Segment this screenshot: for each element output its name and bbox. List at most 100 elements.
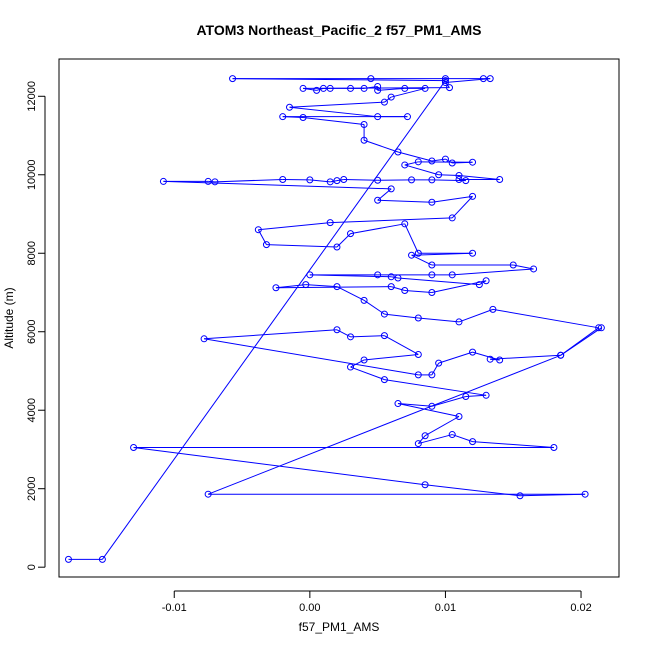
series-segment xyxy=(350,335,385,338)
data-point xyxy=(229,75,237,83)
data-point xyxy=(509,261,517,269)
data-point xyxy=(374,176,382,184)
data-point xyxy=(306,271,314,279)
data-point xyxy=(469,158,477,166)
data-point xyxy=(595,324,603,332)
data-point xyxy=(455,318,463,326)
series-segment xyxy=(214,178,283,183)
series-segment xyxy=(204,329,337,340)
series-segment xyxy=(458,175,500,180)
series-segment xyxy=(397,403,460,417)
data-point xyxy=(469,192,477,200)
series-segment xyxy=(431,362,440,376)
series-segment xyxy=(364,353,419,361)
data-point xyxy=(387,273,395,281)
data-point xyxy=(428,288,436,296)
series-segment xyxy=(163,180,392,190)
x-tick-label: 0.00 xyxy=(299,602,320,614)
series-segment xyxy=(492,308,599,329)
data-point xyxy=(360,296,368,304)
series-segment xyxy=(431,195,473,203)
series-segment xyxy=(397,403,432,407)
data-point xyxy=(211,178,219,186)
data-point xyxy=(299,84,307,92)
y-tick-label: 6000 xyxy=(26,319,38,343)
data-point xyxy=(380,332,388,340)
data-point xyxy=(408,176,416,184)
series-segment xyxy=(266,244,337,248)
data-point xyxy=(394,400,402,408)
series-segment xyxy=(404,161,419,166)
data-point xyxy=(486,75,494,83)
series-segment xyxy=(384,379,487,396)
data-point xyxy=(347,84,355,92)
series-segment xyxy=(417,435,426,444)
series-segment xyxy=(451,196,473,219)
data-point xyxy=(279,113,287,121)
data-point xyxy=(262,241,270,249)
series-segment xyxy=(560,327,602,356)
data-point xyxy=(441,75,449,83)
data-point xyxy=(374,82,382,90)
data-point xyxy=(374,113,382,121)
series-segment xyxy=(452,268,534,276)
series-segment xyxy=(411,252,473,256)
data-point xyxy=(367,75,375,83)
data-point xyxy=(428,176,436,184)
y-tick-label: 8000 xyxy=(26,241,38,265)
data-point xyxy=(441,79,449,87)
data-point xyxy=(333,326,341,334)
data-point xyxy=(159,177,167,185)
data-point xyxy=(340,175,348,183)
data-point xyxy=(428,261,436,269)
data-point xyxy=(306,176,314,184)
series-segment xyxy=(302,87,317,91)
data-point xyxy=(374,86,382,94)
data-point xyxy=(333,243,341,251)
data-point xyxy=(496,356,504,364)
series-segment xyxy=(397,277,480,286)
series-segment xyxy=(289,101,385,108)
series-segment xyxy=(350,223,405,235)
data-point xyxy=(204,490,212,498)
data-point xyxy=(360,136,368,144)
data-point xyxy=(557,351,565,359)
data-point xyxy=(475,281,483,289)
series-segment xyxy=(384,313,419,319)
series-segment xyxy=(458,308,494,323)
data-point xyxy=(455,412,463,420)
series-segment xyxy=(289,106,378,118)
data-point xyxy=(98,555,106,563)
data-point xyxy=(496,175,504,183)
data-point xyxy=(455,175,463,183)
y-tick-label: 0 xyxy=(26,564,38,570)
y-axis: 0 2000 4000 6000 8000 10000 12000 xyxy=(26,81,46,570)
series-segment xyxy=(350,366,385,381)
series-segment xyxy=(305,284,337,288)
data-point xyxy=(414,249,422,257)
series-segment xyxy=(445,78,491,84)
data-point xyxy=(462,392,470,400)
data-point xyxy=(414,440,422,448)
data-point xyxy=(333,177,341,185)
y-tick-label: 2000 xyxy=(26,476,38,500)
data-point xyxy=(581,490,589,498)
data-point xyxy=(448,159,456,167)
series-segment xyxy=(431,179,466,182)
series-segment xyxy=(363,139,399,153)
data-point xyxy=(360,121,368,129)
data-point xyxy=(469,249,477,257)
series-segment xyxy=(275,284,306,289)
data-point xyxy=(387,185,395,193)
data-point xyxy=(302,281,310,289)
data-point xyxy=(374,196,382,204)
series-segment xyxy=(384,96,392,103)
data-point xyxy=(550,444,558,451)
series-segment xyxy=(397,151,433,162)
data-point xyxy=(414,350,422,358)
data-point xyxy=(130,444,138,451)
series-segment xyxy=(411,254,433,266)
data-point xyxy=(401,161,409,169)
series-points xyxy=(64,75,605,563)
